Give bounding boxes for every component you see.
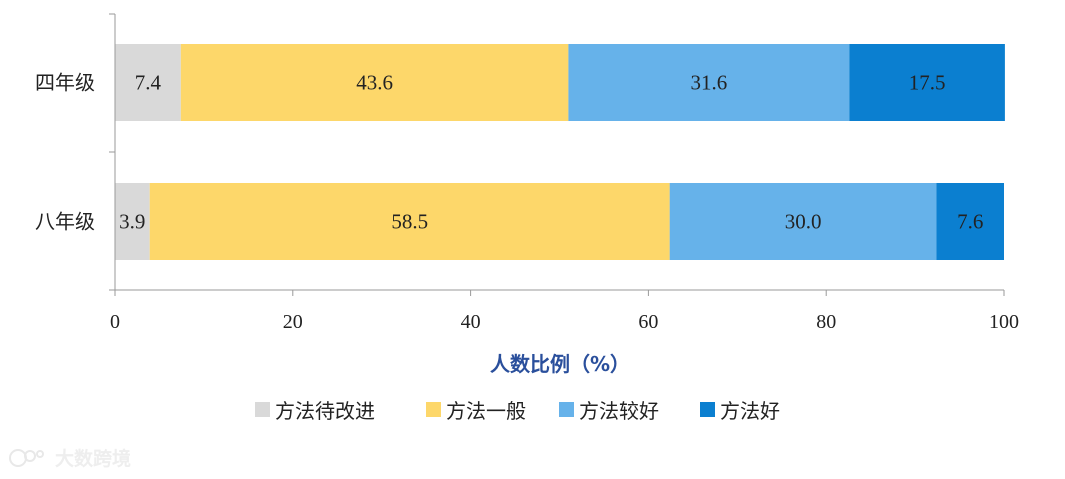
bar-segment bbox=[115, 183, 150, 260]
watermark-text: 大数跨境 bbox=[55, 447, 131, 470]
legend: 方法待改进 方法一般 方法较好 方法好 bbox=[255, 399, 780, 423]
legend-label: 方法一般 bbox=[446, 399, 526, 423]
legend-label: 方法较好 bbox=[579, 399, 659, 423]
category-label: 四年级 bbox=[35, 71, 95, 95]
data-label: 3.9 bbox=[119, 210, 145, 234]
data-label: 30.0 bbox=[785, 210, 822, 234]
data-label: 7.6 bbox=[957, 210, 983, 234]
data-label: 43.6 bbox=[356, 71, 393, 95]
bar-segment bbox=[115, 44, 181, 121]
bar-segment bbox=[849, 44, 1005, 121]
legend-swatch bbox=[559, 402, 574, 417]
data-label: 7.4 bbox=[135, 71, 162, 95]
watermark-logo-icon bbox=[9, 449, 44, 467]
bar-segment bbox=[669, 183, 937, 260]
bar-segment bbox=[568, 44, 850, 121]
x-tick-label: 40 bbox=[461, 311, 481, 333]
x-tick-label: 20 bbox=[283, 311, 303, 333]
x-tick-label: 0 bbox=[110, 311, 120, 333]
data-label: 31.6 bbox=[691, 71, 728, 95]
bars-group: 7.4 43.6 31.6 17.5 3.9 58.5 30.0 7.6 bbox=[115, 44, 1005, 260]
bar-segment bbox=[180, 44, 569, 121]
bar-segment bbox=[936, 183, 1004, 260]
x-tick-label: 60 bbox=[638, 311, 658, 333]
x-axis-title: 人数比例（%） bbox=[490, 352, 630, 376]
legend-swatch bbox=[426, 402, 441, 417]
legend-swatch bbox=[700, 402, 715, 417]
x-tick-label: 100 bbox=[989, 311, 1019, 333]
data-label: 58.5 bbox=[391, 210, 428, 234]
legend-swatch bbox=[255, 402, 270, 417]
legend-label: 方法待改进 bbox=[275, 399, 375, 423]
bar-segment bbox=[149, 183, 670, 260]
data-label: 17.5 bbox=[909, 71, 946, 95]
x-tick-label: 80 bbox=[816, 311, 836, 333]
legend-label: 方法好 bbox=[720, 399, 780, 423]
watermark: 大数跨境 bbox=[9, 447, 131, 470]
category-label: 八年级 bbox=[35, 210, 95, 234]
